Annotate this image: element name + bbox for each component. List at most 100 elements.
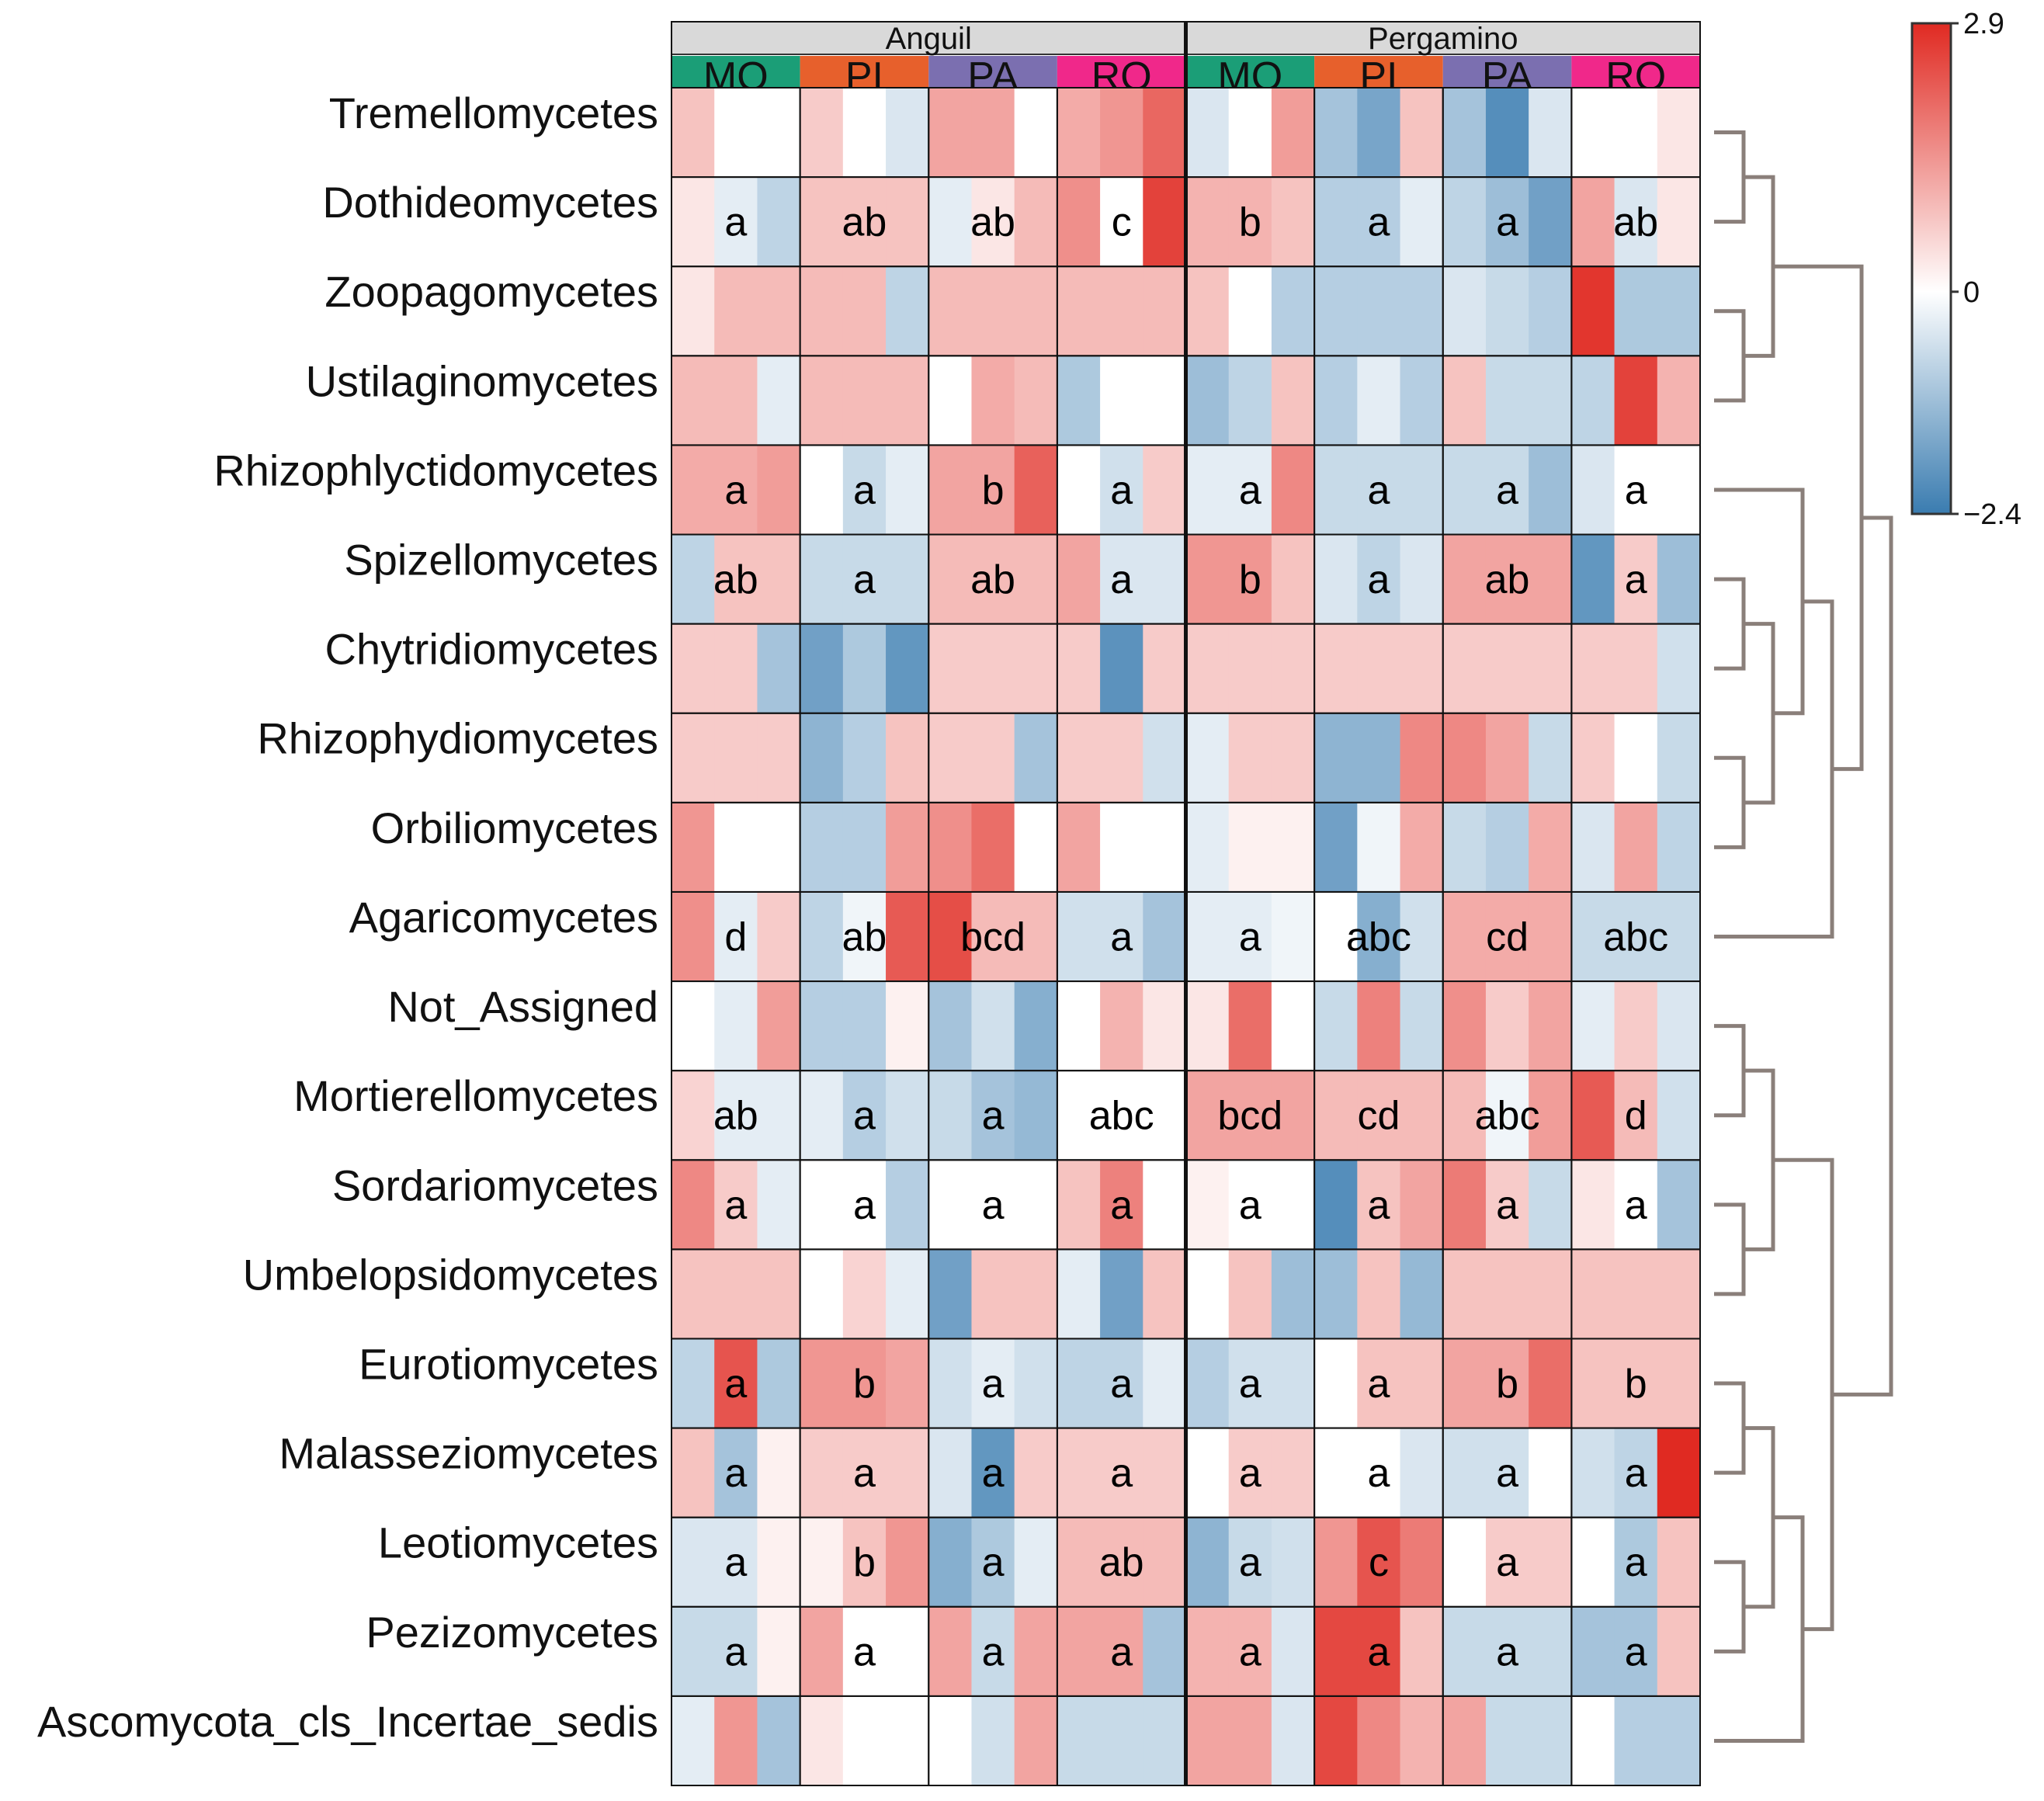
heatmap-cell (1657, 713, 1701, 803)
heatmap-cell (800, 356, 844, 446)
heatmap-cell (1529, 356, 1572, 446)
heatmap-cell (1400, 1160, 1444, 1250)
significance-letter: abc (1089, 1094, 1154, 1139)
dendrogram-branch (1714, 1515, 1805, 1743)
heatmap-cell (1442, 534, 1487, 625)
dendrogram-branch (1714, 1024, 1746, 1118)
heatmap-cell (1357, 88, 1401, 178)
heatmap-cell (1657, 1338, 1701, 1429)
heatmap-cell (672, 1606, 715, 1697)
significance-letter: a (1239, 1540, 1261, 1585)
dendrogram-branch (1714, 309, 1746, 403)
heatmap-cell (1143, 1338, 1187, 1429)
heatmap-cell (672, 1517, 715, 1608)
heatmap-cell (1614, 356, 1658, 446)
significance-letter: a (1367, 1362, 1390, 1407)
heatmap-cell (886, 1071, 929, 1161)
heatmap-cell (1271, 1428, 1315, 1518)
heatmap-cell (1314, 356, 1358, 446)
heatmap-cell (714, 1606, 758, 1697)
heatmap-cell (1657, 1160, 1701, 1250)
significance-letter: a (724, 1362, 747, 1407)
heatmap-cell (1014, 534, 1058, 625)
heatmap-cell (1014, 356, 1058, 446)
heatmap-cell (1014, 1160, 1058, 1250)
heatmap-cell (1228, 177, 1272, 267)
heatmap-cell (1228, 623, 1272, 714)
heatmap-cell (886, 713, 929, 803)
heatmap-cell (842, 1249, 887, 1340)
heatmap-cell (1271, 266, 1315, 356)
heatmap-cell (714, 88, 758, 178)
heatmap-cell (714, 356, 758, 446)
heatmap-cell (1100, 713, 1143, 803)
heatmap-cell (672, 981, 715, 1071)
heatmap-cell (1485, 445, 1529, 536)
heatmap-cell (1228, 713, 1272, 803)
heatmap-cell (1657, 802, 1701, 893)
significance-letter: a (1239, 468, 1261, 513)
heatmap-cell (1271, 177, 1315, 267)
heatmap-cell (1442, 445, 1487, 536)
heatmap-cell (886, 623, 929, 714)
heatmap-cell (1271, 1606, 1315, 1697)
heatmap-cell (672, 445, 715, 536)
heatmap-cell (1571, 981, 1615, 1071)
dendrogram-branch (1714, 1202, 1746, 1296)
heatmap-cell (714, 1249, 758, 1340)
heatmap-cell (1143, 177, 1187, 267)
heatmap-cell (928, 177, 973, 267)
heatmap-cell (757, 1071, 801, 1161)
heatmap-cell (1271, 1695, 1315, 1786)
heatmap-cell (1400, 1695, 1444, 1786)
heatmap-cell (1614, 88, 1658, 178)
significance-letter: ab (713, 557, 758, 602)
significance-letter: a (1110, 468, 1133, 513)
heatmap-cell (1442, 356, 1487, 446)
heatmap-cell (842, 1606, 887, 1697)
heatmap-cell (1185, 802, 1230, 893)
heatmap-cell (1357, 1338, 1401, 1429)
heatmap-cell (1571, 623, 1615, 714)
heatmap-cell (1143, 623, 1187, 714)
significance-letter: b (853, 1362, 876, 1407)
heatmap-cell (1228, 266, 1272, 356)
heatmap-cell (1314, 1071, 1358, 1161)
significance-letter: a (853, 1629, 876, 1674)
heatmap-cell (928, 1695, 973, 1786)
heatmap-cell (672, 1249, 715, 1340)
heatmap-cell (1314, 266, 1358, 356)
heatmap-cell (1271, 802, 1315, 893)
heatmap-cell (886, 1160, 929, 1250)
heatmap-cell (1657, 266, 1701, 356)
heatmap-cell (1400, 981, 1444, 1071)
row-label: Leotiomycetes (378, 1518, 658, 1567)
heatmap-cell (1143, 356, 1187, 446)
heatmap-cell (800, 1428, 844, 1518)
treatment-strip (1571, 56, 1700, 88)
heatmap-cell (1657, 1428, 1701, 1518)
significance-letter: b (1625, 1362, 1647, 1407)
heatmap-cell (672, 1071, 715, 1161)
heatmap-cell (672, 177, 715, 267)
heatmap-cell (1657, 1071, 1701, 1161)
significance-letter: a (1239, 1183, 1261, 1228)
heatmap-cell (672, 534, 715, 625)
dendrogram-branch (1714, 1560, 1746, 1654)
significance-letter: ab (970, 200, 1015, 245)
heatmap-cell (1614, 623, 1658, 714)
heatmap-cell (757, 1606, 801, 1697)
heatmap-cell (800, 88, 844, 178)
heatmap-cell (886, 534, 929, 625)
heatmap-cell (1143, 981, 1187, 1071)
heatmap-cell (1657, 88, 1701, 178)
heatmap-cell (1571, 177, 1615, 267)
significance-letter: a (1239, 1451, 1261, 1496)
heatmap-cell (1485, 534, 1529, 625)
heatmap-cell (1228, 1249, 1272, 1340)
heatmap-cell (1314, 1428, 1358, 1518)
heatmap-cell (971, 445, 1015, 536)
heatmap-cell (1100, 266, 1143, 356)
heatmap-cell (1057, 1249, 1101, 1340)
